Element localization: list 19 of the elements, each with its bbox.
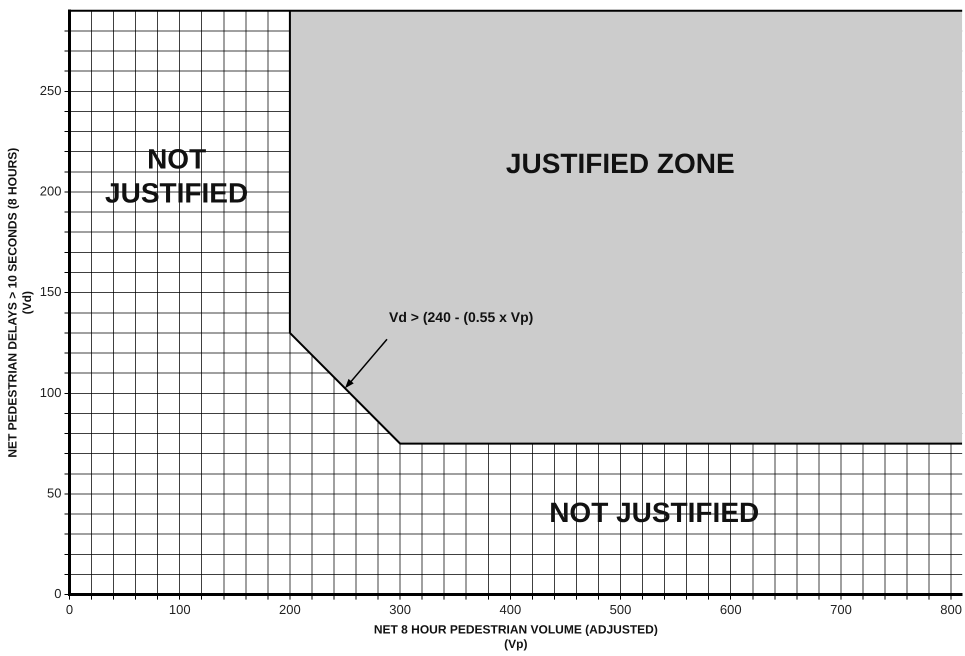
y-tick-label: 250 (40, 82, 62, 98)
x-tick-label: 500 (610, 602, 632, 617)
x-tick-label: 300 (389, 602, 411, 617)
annotation: Vd > (240 - (0.55 x Vp) (389, 309, 534, 326)
y-tick-label: 50 (47, 486, 62, 501)
y-tick-label: 0 (54, 586, 62, 602)
x-tick-label: 600 (720, 602, 742, 617)
x-axis-title: NET 8 HOUR PEDESTRIAN VOLUME (ADJUSTED) (Vp) (374, 622, 658, 652)
y-tick-label: 100 (40, 384, 62, 400)
x-tick-label: 200 (279, 602, 301, 617)
x-tick-label: 100 (168, 602, 191, 617)
annotation: JUSTIFIED ZONE (506, 148, 735, 180)
x-tick-label: 400 (499, 602, 522, 617)
x-tick-label: 700 (830, 602, 852, 617)
y-axis-title: NET PEDESTRIAN DELAYS > 10 SECONDS (8 HOURS) (Vd) (6, 148, 34, 458)
x-tick-label: 0 (66, 602, 74, 617)
x-tick-label: 800 (940, 602, 962, 617)
y-tick-label: 150 (40, 284, 62, 300)
y-tick-label: 200 (40, 184, 62, 199)
